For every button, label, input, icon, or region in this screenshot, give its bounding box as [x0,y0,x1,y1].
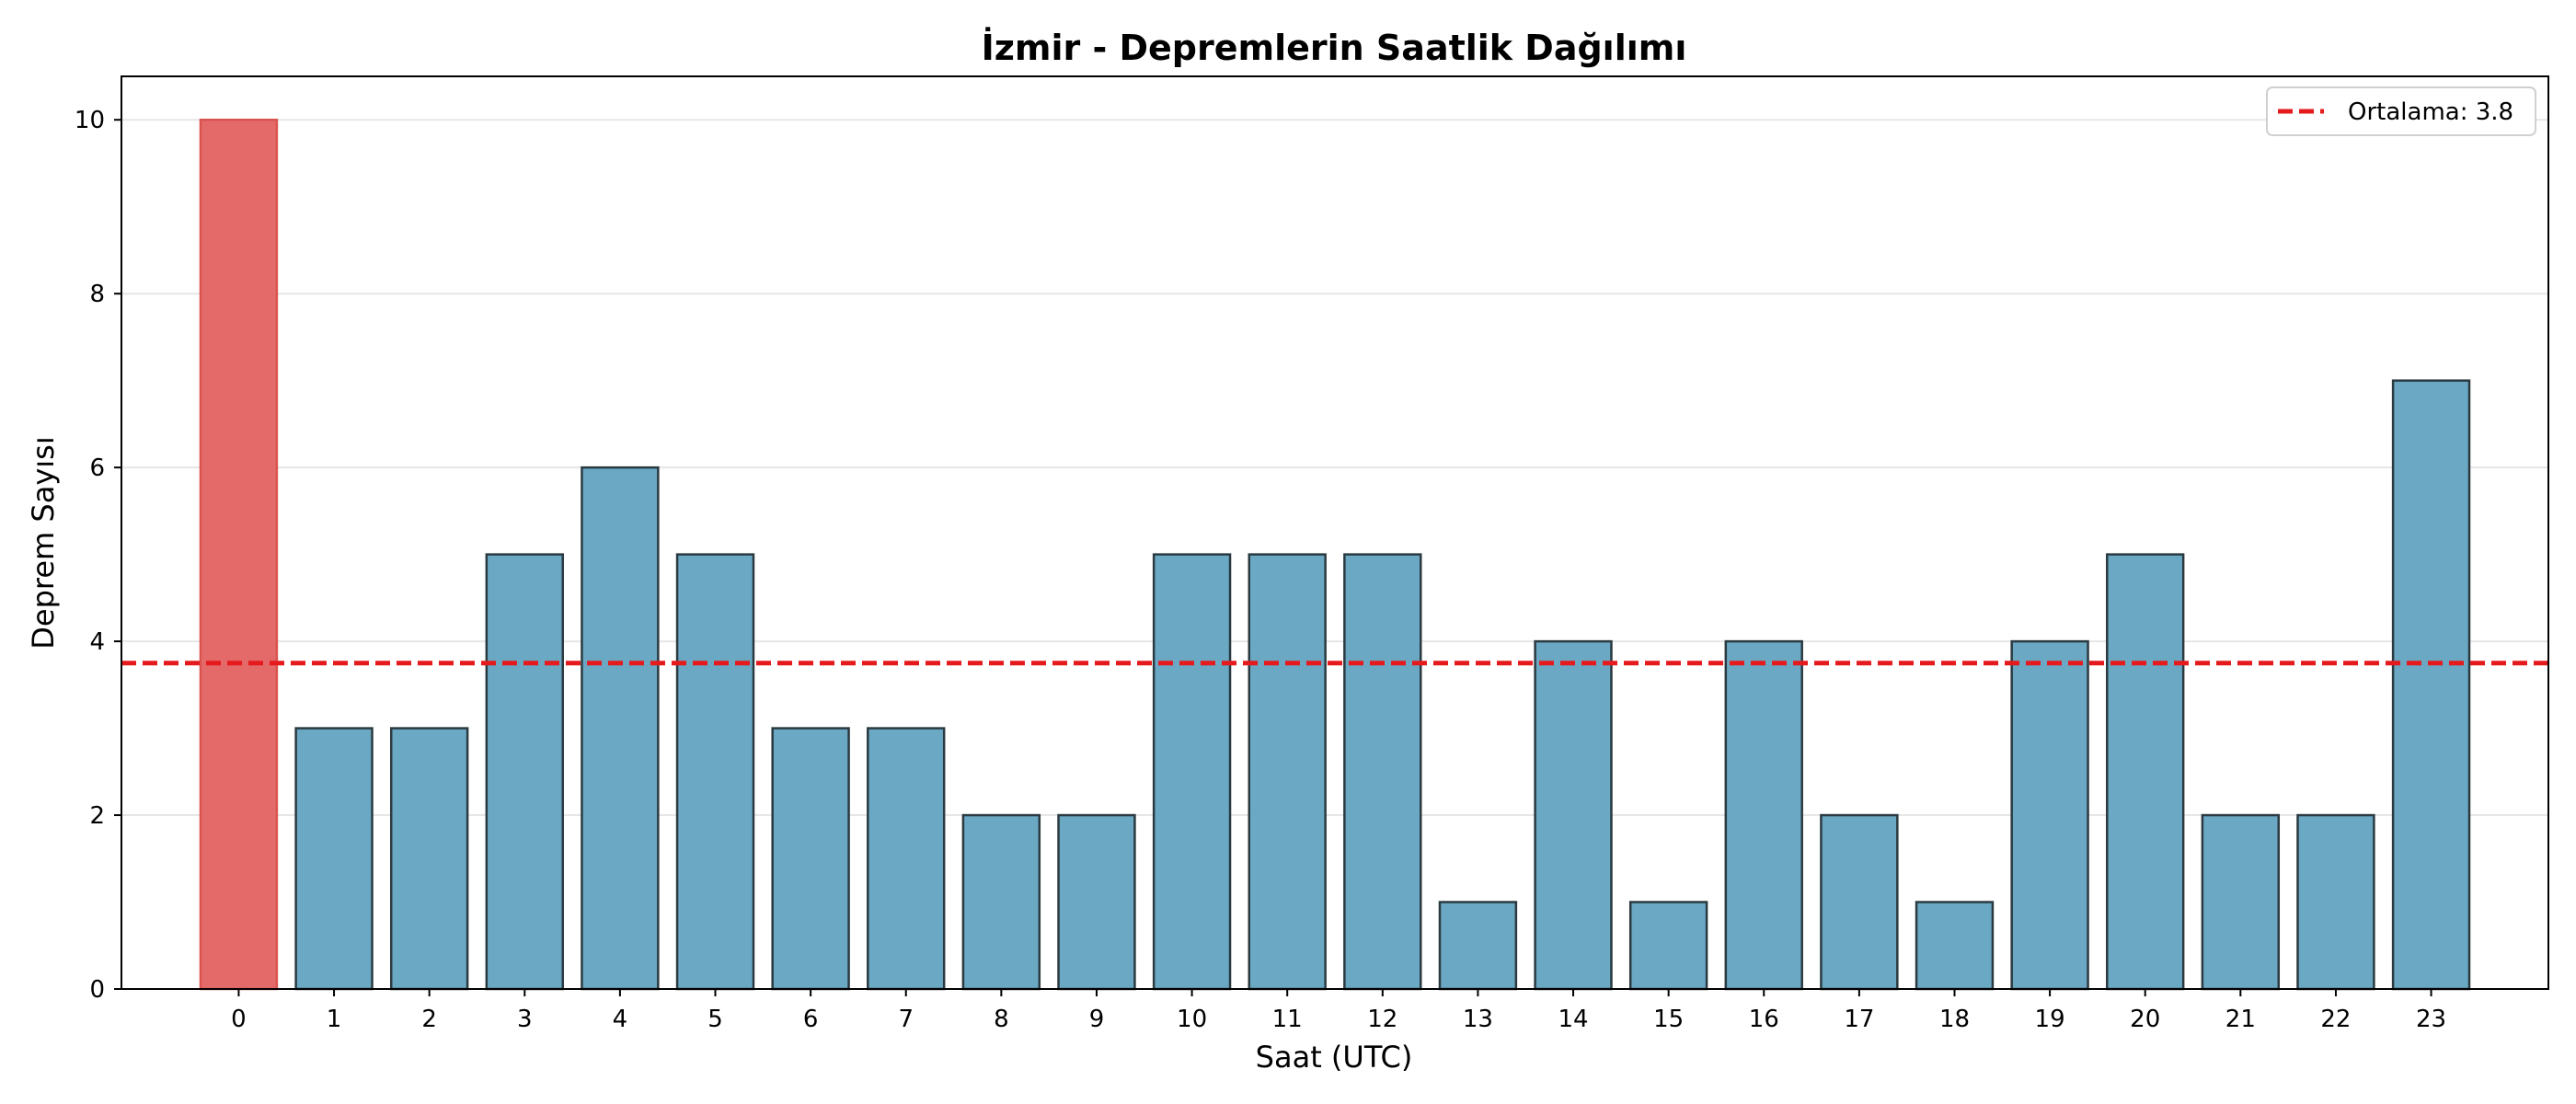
bars [199,118,2471,991]
x-tick-label-7: 7 [898,1006,914,1033]
bar-20 [2106,553,2185,991]
y-tick-label-4: 4 [89,628,105,656]
x-tick-label-2: 2 [421,1006,437,1033]
bar-0 [199,118,279,991]
bar-17 [1820,813,1899,991]
bar-15 [1628,901,1708,991]
bar-5 [675,553,755,991]
x-tick-label-19: 19 [2035,1006,2065,1033]
x-tick-label-10: 10 [1177,1006,1207,1033]
bar-11 [1248,553,1327,991]
x-axis-label: Saat (UTC) [1256,1040,1413,1075]
x-tick-label-5: 5 [707,1006,723,1033]
x-tick-label-11: 11 [1272,1006,1303,1033]
x-tick-label-1: 1 [327,1006,342,1033]
legend-mean-label: Ortalama: 3.8 [2348,98,2513,126]
x-tick-label-0: 0 [231,1006,247,1033]
x-tick-label-16: 16 [1749,1006,1779,1033]
legend: Ortalama: 3.8 [2266,86,2536,136]
x-tick-label-6: 6 [803,1006,819,1033]
x-tick-label-13: 13 [1463,1006,1493,1033]
bar-1 [294,727,374,991]
y-tick-label-10: 10 [75,107,105,134]
x-tick-label-14: 14 [1558,1006,1588,1033]
bar-14 [1534,639,1613,991]
y-tick-label-0: 0 [89,976,105,1004]
x-tick-label-4: 4 [613,1006,628,1033]
legend-box [2266,86,2536,136]
plot-frame [121,75,2549,990]
x-tick-label-17: 17 [1844,1006,1874,1033]
bar-13 [1438,901,1518,991]
y-tick-label-8: 8 [89,281,105,308]
bar-10 [1152,553,1232,991]
x-tick-label-3: 3 [517,1006,533,1033]
bar-9 [1057,813,1136,991]
bar-23 [2391,379,2471,991]
bar-6 [771,727,850,991]
y-tick-label-2: 2 [89,802,105,830]
x-tick-label-12: 12 [1367,1006,1397,1033]
bar-8 [961,813,1041,991]
bar-22 [2296,813,2375,991]
bar-7 [867,727,946,991]
bar-16 [1724,639,1803,991]
x-tick-label-18: 18 [1939,1006,1970,1033]
x-tick-label-22: 22 [2320,1006,2351,1033]
bar-4 [581,466,660,991]
bar-3 [485,553,564,991]
x-tick-label-20: 20 [2130,1006,2160,1033]
y-axis-label: Deprem Sayısı [26,436,61,649]
x-tick-label-9: 9 [1089,1006,1105,1033]
y-axis-ticks: 0 2 4 6 8 10 [75,107,121,1004]
bar-2 [389,727,469,991]
x-tick-label-8: 8 [994,1006,1009,1033]
bar-12 [1343,553,1422,991]
chart-title: İzmir - Depremlerin Saatlik Dağılımı [982,28,1687,68]
x-tick-label-21: 21 [2225,1006,2256,1033]
x-axis-ticks: 0 1 2 3 4 5 6 7 8 9 10 11 12 13 14 15 16 17 18 19 20 21 22 23 [231,989,2446,1033]
bar-18 [1915,901,1995,991]
bar-21 [2201,813,2281,991]
x-tick-label-23: 23 [2416,1006,2446,1033]
bar-19 [2010,639,2089,991]
x-tick-label-15: 15 [1653,1006,1684,1033]
y-tick-label-6: 6 [89,454,105,482]
